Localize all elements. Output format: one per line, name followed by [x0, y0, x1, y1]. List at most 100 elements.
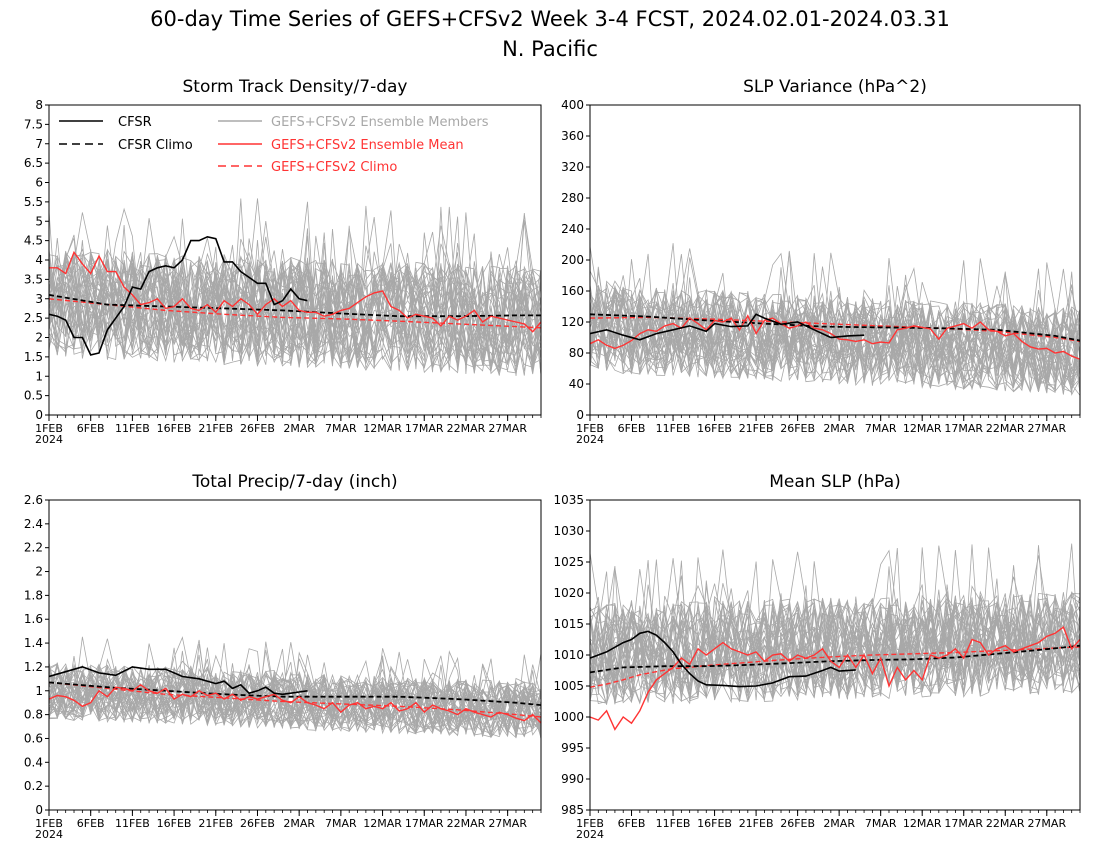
- x-tick-label: 22MAR: [986, 422, 1025, 435]
- y-tick-label: 6: [35, 176, 43, 190]
- x-tick-label: 11FEB: [656, 817, 691, 830]
- ensemble-member-line: [590, 559, 1080, 702]
- x-tick-label: 26FEB: [780, 422, 815, 435]
- ensemble-member-line: [590, 547, 1080, 698]
- y-tick-label: 0: [576, 408, 584, 422]
- y-tick-label: 1000: [553, 710, 584, 724]
- y-tick-label: 160: [561, 284, 584, 298]
- y-tick-label: 0.4: [24, 755, 43, 769]
- legend-cfsr-climo-label: CFSR Climo: [118, 138, 193, 153]
- y-tick-label: 80: [569, 346, 584, 360]
- y-tick-label: 995: [561, 741, 584, 755]
- x-tick-label: 12MAR: [363, 422, 402, 435]
- x-tick-label: 16FEB: [697, 422, 732, 435]
- y-tick-label: 280: [561, 191, 584, 205]
- y-tick-label: 2.2: [24, 541, 43, 555]
- x-tick-label: 21FEB: [739, 817, 774, 830]
- x-tick-label: 1FEB: [576, 422, 604, 435]
- legend-climo-label: GEFS+CFSv2 Climo: [271, 160, 397, 175]
- y-tick-label: 1010: [553, 648, 584, 662]
- x-tick-label: 16FEB: [697, 817, 732, 830]
- panel-2: SLP Variance (hPa^2) 0 40 80 120 160 200 240 280…: [561, 77, 1081, 446]
- y-tick-label: 3.5: [24, 272, 43, 286]
- x-tick-label: 16FEB: [157, 817, 192, 830]
- y-tick-label: 1005: [553, 679, 584, 693]
- y-tick-label: 1030: [553, 524, 584, 538]
- y-tick-label: 2: [35, 565, 43, 579]
- ensemble-member-line: [49, 212, 541, 372]
- y-tick-label: 1.6: [24, 612, 43, 626]
- x-tick-label: 27MAR: [488, 422, 527, 435]
- y-tick-label: 120: [561, 315, 584, 329]
- y-tick-label: 5: [35, 214, 43, 228]
- x-tick-label: 2MAR: [283, 422, 315, 435]
- x-tick-label: 22MAR: [986, 817, 1025, 830]
- y-tick-label: 1025: [553, 555, 584, 569]
- x-tick-label: 17MAR: [944, 817, 983, 830]
- panel-title: Total Precip/7-day (inch): [191, 472, 397, 492]
- x-year-label: 2024: [576, 828, 604, 841]
- ensemble-climo-line: [590, 316, 1080, 343]
- ensemble-member-line: [49, 252, 541, 372]
- x-tick-label: 26FEB: [240, 817, 275, 830]
- cfsr-line: [590, 313, 865, 341]
- ensemble-member-line: [49, 242, 541, 374]
- ensemble-member-line: [590, 285, 1080, 387]
- x-tick-label: 27MAR: [488, 817, 527, 830]
- ensemble-member-line: [49, 243, 541, 376]
- plot-area: [49, 636, 541, 740]
- x-tick-label: 27MAR: [1027, 422, 1066, 435]
- ensemble-climo-line: [49, 681, 541, 718]
- ensemble-mean-line: [49, 683, 541, 724]
- x-tick-label: 1FEB: [35, 817, 63, 830]
- x-tick-label: 21FEB: [198, 422, 233, 435]
- y-tick-label: 985: [561, 803, 584, 817]
- legend-mean-label: GEFS+CFSv2 Ensemble Mean: [271, 138, 464, 153]
- ensemble-member-line: [49, 233, 541, 369]
- y-tick-label: 320: [561, 160, 584, 174]
- x-year-label: 2024: [35, 433, 63, 446]
- y-tick-label: 40: [569, 377, 584, 391]
- x-tick-label: 11FEB: [115, 817, 150, 830]
- x-tick-label: 26FEB: [780, 817, 815, 830]
- ensemble-member-line: [49, 238, 541, 372]
- y-tick-label: 1.8: [24, 588, 43, 602]
- x-tick-label: 2MAR: [823, 422, 855, 435]
- plot-area: [49, 198, 541, 377]
- cfsr-line: [49, 666, 308, 696]
- ensemble-member-line: [49, 647, 541, 731]
- y-tick-label: 0.2: [24, 779, 43, 793]
- x-tick-label: 2MAR: [823, 817, 855, 830]
- x-tick-label: 6FEB: [618, 422, 646, 435]
- x-year-label: 2024: [576, 433, 604, 446]
- y-tick-label: 2.6: [24, 493, 43, 507]
- x-tick-label: 17MAR: [405, 817, 444, 830]
- x-tick-label: 17MAR: [405, 422, 444, 435]
- ensemble-member-line: [590, 568, 1080, 704]
- x-tick-label: 21FEB: [739, 422, 774, 435]
- plot-area: [590, 243, 1080, 396]
- ensemble-member-line: [590, 273, 1080, 394]
- panel-3: Total Precip/7-day (inch)00.20.40.60.811…: [24, 472, 542, 841]
- y-tick-label: 1015: [553, 617, 584, 631]
- legend-members-label: GEFS+CFSv2 Ensemble Members: [271, 115, 489, 130]
- panel-title: Mean SLP (hPa): [769, 472, 901, 492]
- x-tick-label: 7MAR: [325, 817, 357, 830]
- x-tick-label: 1FEB: [35, 422, 63, 435]
- x-tick-label: 26FEB: [240, 422, 275, 435]
- y-tick-label: 0.6: [24, 731, 43, 745]
- cfsr-line: [49, 235, 308, 356]
- x-tick-label: 11FEB: [115, 422, 150, 435]
- y-tick-label: 1: [35, 369, 43, 383]
- panel-title: SLP Variance (hPa^2): [743, 77, 927, 97]
- y-tick-label: 2: [35, 331, 43, 345]
- y-tick-label: 1.5: [24, 350, 43, 364]
- x-tick-label: 11FEB: [656, 422, 691, 435]
- y-tick-label: 240: [561, 222, 584, 236]
- x-tick-label: 12MAR: [903, 422, 942, 435]
- x-tick-label: 7MAR: [865, 817, 897, 830]
- y-tick-label: 990: [561, 772, 584, 786]
- y-tick-label: 0.8: [24, 708, 43, 722]
- y-tick-label: 1.2: [24, 660, 43, 674]
- x-tick-label: 27MAR: [1027, 817, 1066, 830]
